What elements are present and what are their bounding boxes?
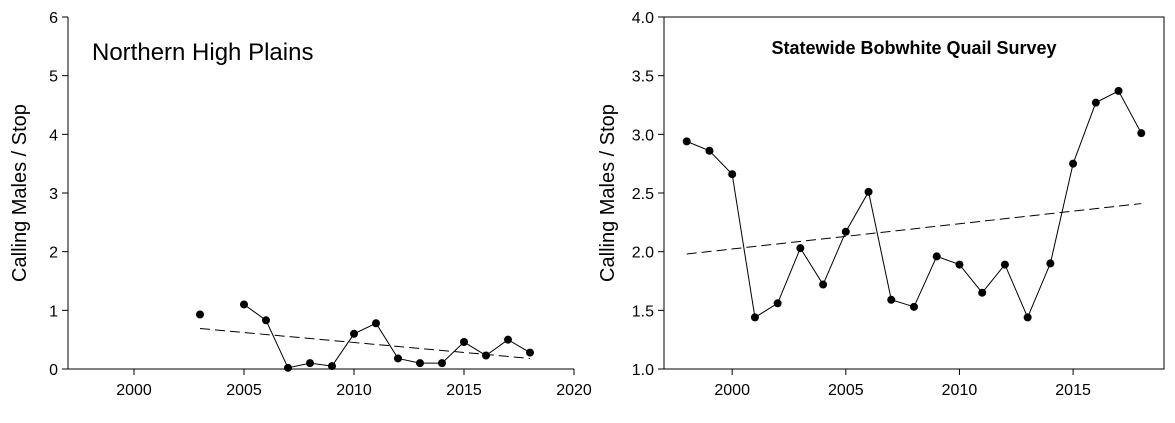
data-point (372, 319, 380, 328)
trend-line (686, 203, 1142, 255)
y-tick-label: 2.0 (632, 245, 654, 262)
x-tick-label: 2000 (714, 382, 750, 399)
data-point (526, 348, 534, 357)
x-tick-label: 2010 (942, 382, 978, 399)
data-point (705, 146, 714, 155)
x-tick-label: 2000 (116, 382, 152, 399)
data-point (306, 359, 314, 368)
data-point (773, 299, 782, 308)
data-point (460, 338, 468, 347)
y-tick-label: 4 (49, 127, 58, 144)
data-point (728, 170, 737, 179)
y-tick-label: 5 (49, 69, 58, 86)
y-tick-label: 3 (49, 186, 58, 203)
data-point (262, 316, 270, 325)
y-tick-label: 1.0 (632, 362, 654, 379)
series-line (686, 90, 1142, 319)
data-point (1069, 159, 1078, 168)
chart-northern-high-plains: 0 1 2 3 4 5 6 2000 2005 2010 2015 2020 Calling Males… (9, 10, 592, 399)
y-axis-label: Calling Males / Stop (597, 104, 619, 282)
data-point (196, 310, 204, 319)
data-point (504, 335, 512, 344)
data-point (416, 359, 424, 368)
y-tick-label: 2.5 (632, 186, 654, 203)
data-point (1091, 98, 1100, 107)
data-point (682, 137, 691, 146)
data-point (750, 313, 759, 322)
plot-frame (663, 16, 1165, 370)
chart-title: Northern High Plains (92, 39, 313, 66)
data-point (864, 187, 873, 196)
x-tick-label: 2020 (556, 382, 592, 399)
data-point (910, 302, 918, 311)
data-point (932, 252, 941, 261)
data-point (1137, 129, 1146, 138)
data-point (887, 295, 896, 304)
x-tick-label: 2015 (446, 382, 482, 399)
y-tick-label: 0 (49, 362, 58, 379)
y-tick-label: 4.0 (632, 10, 654, 27)
y-tick-label: 1.5 (632, 303, 654, 320)
data-point (819, 280, 828, 289)
y-axis-label: Calling Males / Stop (9, 104, 31, 282)
data-point (284, 363, 292, 372)
data-point (796, 244, 805, 253)
data-point (1046, 259, 1055, 268)
y-tick-label: 2 (49, 245, 58, 262)
data-point (978, 288, 987, 297)
y-tick-label: 1 (49, 303, 58, 320)
y-tick-label: 6 (49, 10, 58, 27)
data-point (1023, 313, 1032, 322)
data-point (955, 260, 964, 269)
data-point (1000, 260, 1009, 269)
data-point (240, 300, 248, 309)
data-point (438, 359, 446, 368)
trend-line (199, 328, 531, 359)
chart-statewide-bobwhite-quail: 1.0 1.5 2.0 2.5 3.0 3.5 4.0 2000 2005 2010 2015 Cal… (597, 10, 1165, 399)
x-tick-label: 2005 (226, 382, 262, 399)
data-point (841, 227, 850, 236)
data-point (482, 351, 490, 360)
data-point (1114, 86, 1123, 95)
x-tick-label: 2010 (336, 382, 372, 399)
x-tick-label: 2015 (1055, 382, 1091, 399)
x-tick-label: 2005 (828, 382, 864, 399)
chart-title: Statewide Bobwhite Quail Survey (771, 38, 1056, 58)
y-tick-label: 3.5 (632, 69, 654, 86)
data-point (394, 354, 402, 363)
data-point (328, 362, 336, 371)
y-tick-label: 3.0 (632, 127, 654, 144)
data-point (350, 329, 358, 338)
